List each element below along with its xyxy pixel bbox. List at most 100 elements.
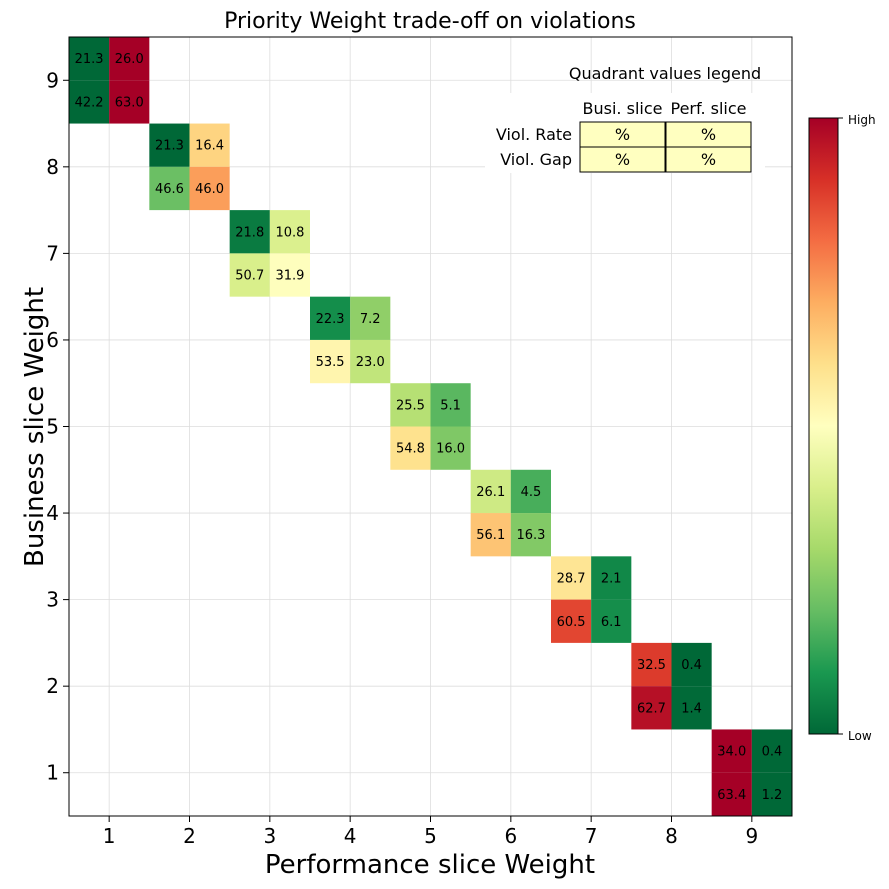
heatmap-cell-busi-viol-gap (711, 772, 752, 816)
cell-value-label: 42.2 (75, 95, 104, 110)
cell-value-label: 56.1 (476, 528, 505, 543)
cell-value-label: 63.4 (717, 788, 746, 803)
colorbar-bar (808, 117, 839, 735)
cell-value-label: 21.8 (235, 225, 264, 240)
quadrant-legend-title: Quadrant values legend (569, 64, 761, 83)
heatmap-cell-busi-viol-rate (711, 729, 752, 773)
heatmap-cell-busi-viol-gap (229, 253, 270, 297)
cell-value-label: 10.8 (275, 225, 304, 240)
heatmap-cell-perf-viol-rate (109, 37, 150, 81)
heatmap-cell-perf-viol-rate (269, 210, 310, 254)
heatmap-cell-perf-viol-gap (269, 253, 310, 297)
cell-value-label: 46.6 (155, 182, 184, 197)
x-tick-label: 8 (665, 824, 678, 848)
heatmap-cell-busi-viol-rate (310, 296, 351, 340)
quadrant-legend-cell (579, 121, 666, 148)
cell-value-label: 26.1 (476, 485, 505, 500)
heatmap-cell-perf-viol-rate (430, 383, 471, 427)
cell-value-label: 46.0 (195, 182, 224, 197)
quadrant-legend-cell (665, 146, 752, 173)
x-tick-label: 9 (745, 824, 758, 848)
y-tick-label: 7 (46, 241, 59, 265)
cell-value-label: 2.1 (601, 571, 622, 586)
heatmap-cell-perf-viol-rate (510, 469, 551, 514)
y-tick-label: 2 (46, 674, 59, 698)
heatmap-cell-busi-viol-gap (470, 513, 511, 557)
heatmap-cell-perf-viol-rate (189, 123, 230, 167)
heatmap-cell-busi-viol-rate (229, 210, 270, 254)
axis-ticks: 1 2 3 4 5 6 7 8 9 1 2 3 4 5 6 7 8 9 (46, 68, 758, 848)
y-tick-label: 9 (46, 68, 59, 92)
cell-value-label: 5.1 (440, 398, 461, 413)
heatmap-cell-busi-viol-rate (390, 383, 431, 427)
quadrant-legend-row-header: Viol. Rate (496, 125, 572, 144)
heatmap-cell-busi-viol-gap (390, 426, 431, 470)
cell-value-label: 22.3 (316, 312, 345, 327)
heatmap-cell-perf-viol-rate (671, 642, 712, 687)
cell-value-label: 7.2 (360, 312, 381, 327)
heatmap-cell-busi-viol-rate (551, 556, 592, 600)
cell-value-label: 60.5 (557, 615, 586, 630)
y-tick-label: 3 (46, 588, 59, 612)
heatmap-cell-busi-viol-gap (310, 339, 351, 384)
heatmap-cell-busi-viol-gap (551, 599, 592, 643)
y-tick-label: 6 (46, 328, 59, 352)
cell-value-label: 4.5 (521, 485, 542, 500)
cell-value-label: 53.5 (316, 355, 345, 370)
cell-value-label: 6.1 (601, 615, 622, 630)
quadrant-legend-cell-text: % (615, 125, 630, 144)
heatmap-cell-perf-viol-gap (510, 513, 551, 557)
cell-value-label: 63.0 (115, 95, 144, 110)
heatmap-cell-busi-viol-rate (631, 642, 672, 687)
cell-value-label: 62.7 (637, 701, 666, 716)
cell-value-label: 1.2 (762, 788, 783, 803)
quadrant-legend-cell (579, 146, 666, 173)
heatmap-cell-perf-viol-gap (189, 166, 230, 211)
heatmap-cell-perf-viol-gap (430, 426, 471, 470)
cell-value-label: 16.4 (195, 139, 224, 154)
cell-value-label: 50.7 (235, 269, 264, 284)
colorbar-high-label: High (848, 113, 876, 127)
cell-value-label: 0.4 (762, 745, 783, 760)
cell-value-label: 31.9 (275, 269, 304, 284)
heatmap-cell-perf-viol-gap (591, 599, 632, 643)
heatmap-cells: 21.3 26.0 42.2 63.0 21.3 16.4 46.6 46.0 21.8 10.8… (69, 37, 792, 816)
cell-value-label: 1.4 (681, 701, 702, 716)
quadrant-legend-cell-text: % (615, 150, 630, 169)
x-tick-label: 7 (585, 824, 598, 848)
y-tick-label: 4 (46, 501, 59, 525)
x-axis-label: Performance slice Weight (265, 850, 595, 880)
x-tick-label: 3 (263, 824, 276, 848)
heatmap-cell-perf-viol-rate (350, 296, 391, 340)
chart-title: Priority Weight trade-off on violations (224, 9, 636, 34)
heatmap-cell-perf-viol-rate (591, 556, 632, 600)
colorbar-low-label: Low (848, 729, 872, 743)
heatmap-cell-busi-viol-rate (149, 123, 190, 167)
y-axis-label: Business slice Weight (20, 287, 50, 567)
x-tick-label: 4 (344, 824, 357, 848)
y-tick-label: 1 (46, 761, 59, 785)
cell-value-label: 34.0 (717, 745, 746, 760)
heatmap-cell-busi-viol-rate (470, 469, 511, 514)
quadrant-legend-row-header: Viol. Gap (500, 150, 572, 169)
quadrant-legend-col-header: Perf. slice (670, 99, 746, 118)
heatmap-cell-busi-viol-gap (631, 686, 672, 730)
cell-value-label: 21.3 (75, 52, 104, 67)
x-tick-label: 5 (424, 824, 437, 848)
heatmap-cell-perf-viol-gap (350, 339, 391, 384)
y-tick-label: 8 (46, 155, 59, 179)
heatmap-cell-perf-viol-gap (671, 686, 712, 730)
cell-value-label: 25.5 (396, 398, 425, 413)
cell-value-label: 54.8 (396, 442, 425, 457)
quadrant-legend-cell-text: % (701, 125, 716, 144)
quadrant-legend-cell-text: % (701, 150, 716, 169)
cell-value-label: 28.7 (557, 571, 586, 586)
colorbar: High Low (808, 113, 876, 743)
quadrant-legend-col-header: Busi. slice (583, 99, 663, 118)
heatmap-cell-busi-viol-gap (69, 80, 110, 124)
cell-value-label: 21.3 (155, 139, 184, 154)
heatmap-cell-perf-viol-rate (751, 729, 792, 773)
quadrant-legend: Quadrant values legend Busi. slice Perf. … (485, 64, 765, 173)
heatmap-cell-busi-viol-rate (69, 37, 110, 81)
